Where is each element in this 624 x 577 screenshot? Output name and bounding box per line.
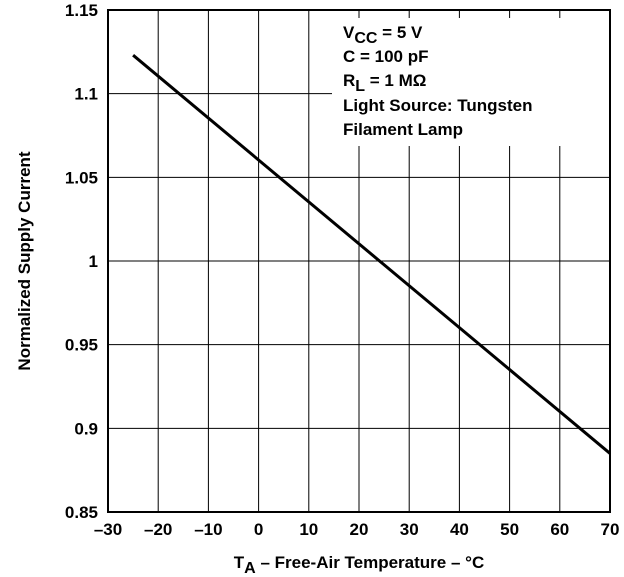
x-tick-label: 10 [299,520,318,539]
series-line [132,54,611,455]
annotation-light-source: Light Source: Tungsten [343,96,533,115]
series-lines [132,54,611,455]
x-tick-label: 0 [254,520,263,539]
x-tick-label: –10 [194,520,222,539]
y-axis-title: Normalized Supply Current [15,151,34,370]
annotation-vcc: VCC = 5 V [343,23,423,47]
plot-frame [107,9,611,513]
x-axis-title: TA – Free-Air Temperature – °C [234,553,484,577]
x-tick-label: –20 [144,520,172,539]
y-tick-label: 0.85 [65,503,98,522]
conditions-annotation: VCC = 5 V C = 100 pF RL = 1 MΩ Light Sou… [343,23,533,139]
y-tick-label: 1 [89,252,98,271]
annotation-capacitance: C = 100 pF [343,47,429,66]
x-tick-label: 30 [400,520,419,539]
y-tick-label: 0.9 [74,419,98,438]
x-tick-label: 20 [350,520,369,539]
y-tick-labels: 0.85 0.9 0.95 1 1.05 1.1 1.15 [65,1,98,522]
y-tick-label: 1.15 [65,1,98,20]
y-tick-label: 1.05 [65,168,98,187]
x-tick-labels: –30 –20 –10 0 10 20 30 40 50 60 70 [94,520,620,539]
y-tick-label: 1.1 [74,85,98,104]
x-tick-label: 50 [500,520,519,539]
x-tick-label: 40 [450,520,469,539]
x-tick-label: –30 [94,520,122,539]
annotation-rl: RL = 1 MΩ [343,71,426,95]
annotation-filament: Filament Lamp [343,120,463,139]
x-tick-label: 60 [550,520,569,539]
x-tick-label: 70 [601,520,620,539]
legend-background [332,18,610,146]
y-tick-label: 0.95 [65,336,98,355]
